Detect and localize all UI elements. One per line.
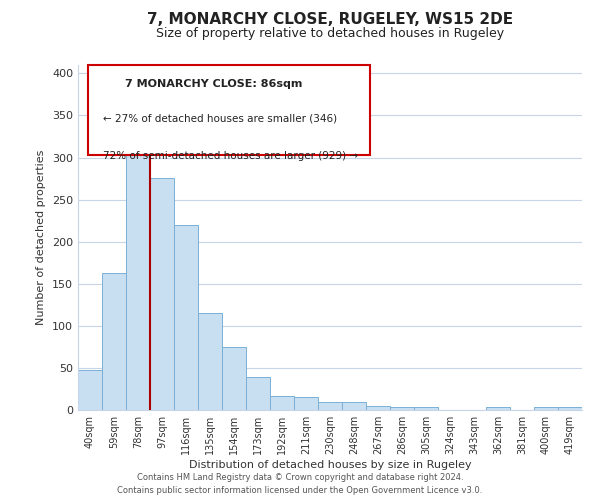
- Bar: [246, 377, 270, 410]
- Text: 7 MONARCHY CLOSE: 86sqm: 7 MONARCHY CLOSE: 86sqm: [125, 79, 303, 89]
- Bar: [198, 313, 222, 410]
- Bar: [390, 406, 414, 410]
- Text: 72% of semi-detached houses are larger (929) →: 72% of semi-detached houses are larger (…: [103, 151, 358, 161]
- Text: ← 27% of detached houses are smaller (346): ← 27% of detached houses are smaller (34…: [103, 114, 337, 124]
- Y-axis label: Number of detached properties: Number of detached properties: [37, 150, 46, 325]
- Text: 7, MONARCHY CLOSE, RUGELEY, WS15 2DE: 7, MONARCHY CLOSE, RUGELEY, WS15 2DE: [147, 12, 513, 28]
- Bar: [486, 406, 510, 410]
- Bar: [150, 178, 174, 410]
- Bar: [222, 347, 246, 410]
- Bar: [534, 406, 558, 410]
- X-axis label: Distribution of detached houses by size in Rugeley: Distribution of detached houses by size …: [188, 460, 472, 470]
- Bar: [414, 406, 438, 410]
- Text: Size of property relative to detached houses in Rugeley: Size of property relative to detached ho…: [156, 28, 504, 40]
- Bar: [78, 370, 102, 410]
- Bar: [126, 140, 150, 410]
- Bar: [366, 406, 390, 410]
- Bar: [88, 65, 370, 154]
- Bar: [342, 402, 366, 410]
- Bar: [318, 402, 342, 410]
- Text: Contains HM Land Registry data © Crown copyright and database right 2024.
Contai: Contains HM Land Registry data © Crown c…: [118, 473, 482, 495]
- Bar: [174, 225, 198, 410]
- Bar: [102, 273, 126, 410]
- Bar: [558, 408, 582, 410]
- Bar: [270, 396, 294, 410]
- Bar: [294, 398, 318, 410]
